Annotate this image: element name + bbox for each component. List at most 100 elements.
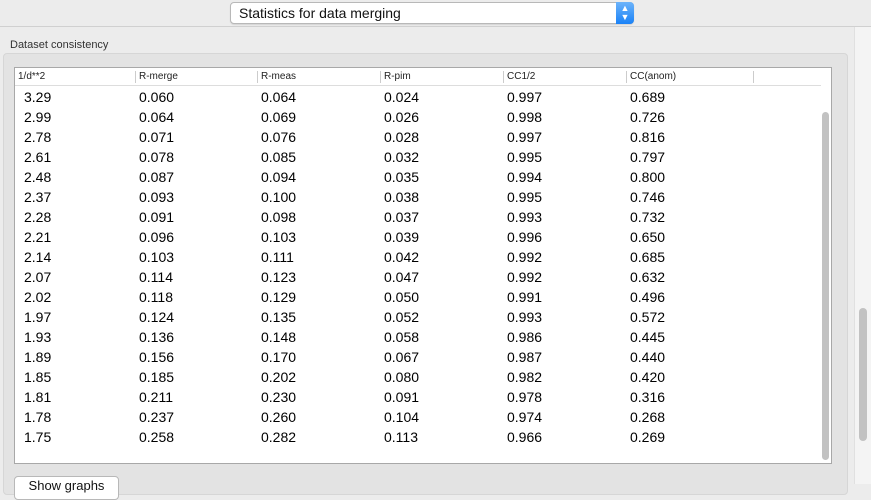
table-cell: 0.997 (507, 129, 543, 145)
table-cell: 2.28 (24, 209, 52, 225)
table-cell: 0.268 (630, 409, 666, 425)
table-row[interactable]: 2.02 0.118 0.129 0.050 0.991 0.496 (15, 287, 815, 307)
table-cell: 0.316 (630, 389, 666, 405)
table-cell: 0.067 (384, 349, 420, 365)
table-row[interactable]: 2.78 0.071 0.076 0.028 0.997 0.816 (15, 127, 815, 147)
table-cell: 0.732 (630, 209, 666, 225)
column-header[interactable]: CC(anom) (626, 71, 676, 83)
table-row[interactable]: 1.85 0.185 0.202 0.080 0.982 0.420 (15, 367, 815, 387)
statistics-selector[interactable]: Statistics for data merging ▲ ▼ (230, 2, 634, 24)
table-cell: 0.986 (507, 329, 543, 345)
table-scroll-thumb[interactable] (822, 112, 829, 460)
window-scroll-thumb[interactable] (859, 308, 867, 441)
table-scrollbar[interactable] (820, 68, 830, 463)
table-cell: 2.02 (24, 289, 52, 305)
window-scrollbar[interactable] (854, 27, 871, 484)
table-cell: 0.998 (507, 109, 543, 125)
statistics-table: 1/d**2 R-merge R-meas R-pim CC1/2 CC(anom) 3.… (14, 67, 832, 464)
table-cell: 0.632 (630, 269, 666, 285)
table-row[interactable]: 3.29 0.060 0.064 0.024 0.997 0.689 (15, 87, 815, 107)
table-cell: 0.039 (384, 229, 420, 245)
table-cell: 0.170 (261, 349, 297, 365)
table-cell: 0.211 (139, 389, 173, 405)
table-cell: 2.78 (24, 129, 52, 145)
table-cell: 0.995 (507, 149, 543, 165)
column-header[interactable]: 1/d**2 (18, 71, 46, 82)
table-cell: 0.136 (139, 329, 175, 345)
table-row[interactable]: 2.37 0.093 0.100 0.038 0.995 0.746 (15, 187, 815, 207)
table-cell: 0.966 (507, 429, 543, 445)
table-cell: 0.987 (507, 349, 543, 365)
table-cell: 0.129 (261, 289, 297, 305)
table-cell: 0.103 (139, 249, 175, 265)
table-cell: 0.156 (139, 349, 175, 365)
table-cell: 1.93 (24, 329, 52, 345)
table-cell: 0.091 (384, 389, 420, 405)
table-cell: 0.103 (261, 229, 297, 245)
table-cell: 0.440 (630, 349, 666, 365)
table-cell: 0.185 (139, 369, 175, 385)
table-cell: 0.094 (261, 169, 297, 185)
table-row[interactable]: 1.93 0.136 0.148 0.058 0.986 0.445 (15, 327, 815, 347)
table-cell: 0.746 (630, 189, 666, 205)
table-cell: 2.48 (24, 169, 52, 185)
column-divider (753, 71, 757, 83)
table-cell: 1.85 (24, 369, 52, 385)
table-row[interactable]: 1.78 0.237 0.260 0.104 0.974 0.268 (15, 407, 815, 427)
table-cell: 0.995 (507, 189, 543, 205)
table-cell: 0.135 (261, 309, 297, 325)
column-header[interactable]: R-pim (380, 71, 411, 83)
table-cell: 0.111 (261, 249, 294, 265)
table-cell: 2.14 (24, 249, 52, 265)
table-cell: 1.89 (24, 349, 52, 365)
table-cell: 0.104 (384, 409, 420, 425)
table-cell: 0.080 (384, 369, 420, 385)
table-cell: 0.978 (507, 389, 543, 405)
table-cell: 0.050 (384, 289, 420, 305)
table-cell: 2.61 (24, 149, 52, 165)
selector-value: Statistics for data merging (239, 5, 401, 21)
table-header: 1/d**2 R-merge R-meas R-pim CC1/2 CC(anom) (15, 68, 821, 86)
table-cell: 0.124 (139, 309, 175, 325)
table-cell: 0.991 (507, 289, 543, 305)
table-cell: 0.237 (139, 409, 175, 425)
table-cell: 0.996 (507, 229, 543, 245)
table-cell: 0.496 (630, 289, 666, 305)
table-cell: 2.37 (24, 189, 52, 205)
table-cell: 0.992 (507, 269, 543, 285)
table-row[interactable]: 2.99 0.064 0.069 0.026 0.998 0.726 (15, 107, 815, 127)
table-cell: 0.260 (261, 409, 297, 425)
table-cell: 0.726 (630, 109, 666, 125)
table-cell: 0.028 (384, 129, 420, 145)
table-row[interactable]: 2.28 0.091 0.098 0.037 0.993 0.732 (15, 207, 815, 227)
table-cell: 0.087 (139, 169, 175, 185)
column-header[interactable]: CC1/2 (503, 71, 535, 83)
table-cell: 3.29 (24, 89, 52, 105)
table-row[interactable]: 1.89 0.156 0.170 0.067 0.987 0.440 (15, 347, 815, 367)
table-cell: 0.974 (507, 409, 543, 425)
show-graphs-button[interactable]: Show graphs (14, 476, 119, 500)
table-cell: 0.118 (139, 289, 173, 305)
table-cell: 2.99 (24, 109, 52, 125)
table-row[interactable]: 2.14 0.103 0.111 0.042 0.992 0.685 (15, 247, 815, 267)
table-cell: 1.75 (24, 429, 52, 445)
table-row[interactable]: 2.48 0.087 0.094 0.035 0.994 0.800 (15, 167, 815, 187)
table-cell: 0.038 (384, 189, 420, 205)
column-header[interactable]: R-merge (135, 71, 178, 83)
table-row[interactable]: 2.61 0.078 0.085 0.032 0.995 0.797 (15, 147, 815, 167)
table-row[interactable]: 1.75 0.258 0.282 0.113 0.966 0.269 (15, 427, 815, 447)
column-header[interactable]: R-meas (257, 71, 296, 83)
table-cell: 0.037 (384, 209, 420, 225)
table-cell: 0.078 (139, 149, 175, 165)
table-cell: 0.114 (139, 269, 173, 285)
table-row[interactable]: 1.97 0.124 0.135 0.052 0.993 0.572 (15, 307, 815, 327)
group-label: Dataset consistency (10, 39, 109, 51)
table-cell: 0.993 (507, 309, 543, 325)
table-row[interactable]: 2.07 0.114 0.123 0.047 0.992 0.632 (15, 267, 815, 287)
table-cell: 0.064 (261, 89, 297, 105)
table-cell: 0.994 (507, 169, 543, 185)
table-row[interactable]: 2.21 0.096 0.103 0.039 0.996 0.650 (15, 227, 815, 247)
table-cell: 0.230 (261, 389, 297, 405)
table-cell: 0.076 (261, 129, 297, 145)
table-row[interactable]: 1.81 0.211 0.230 0.091 0.978 0.316 (15, 387, 815, 407)
